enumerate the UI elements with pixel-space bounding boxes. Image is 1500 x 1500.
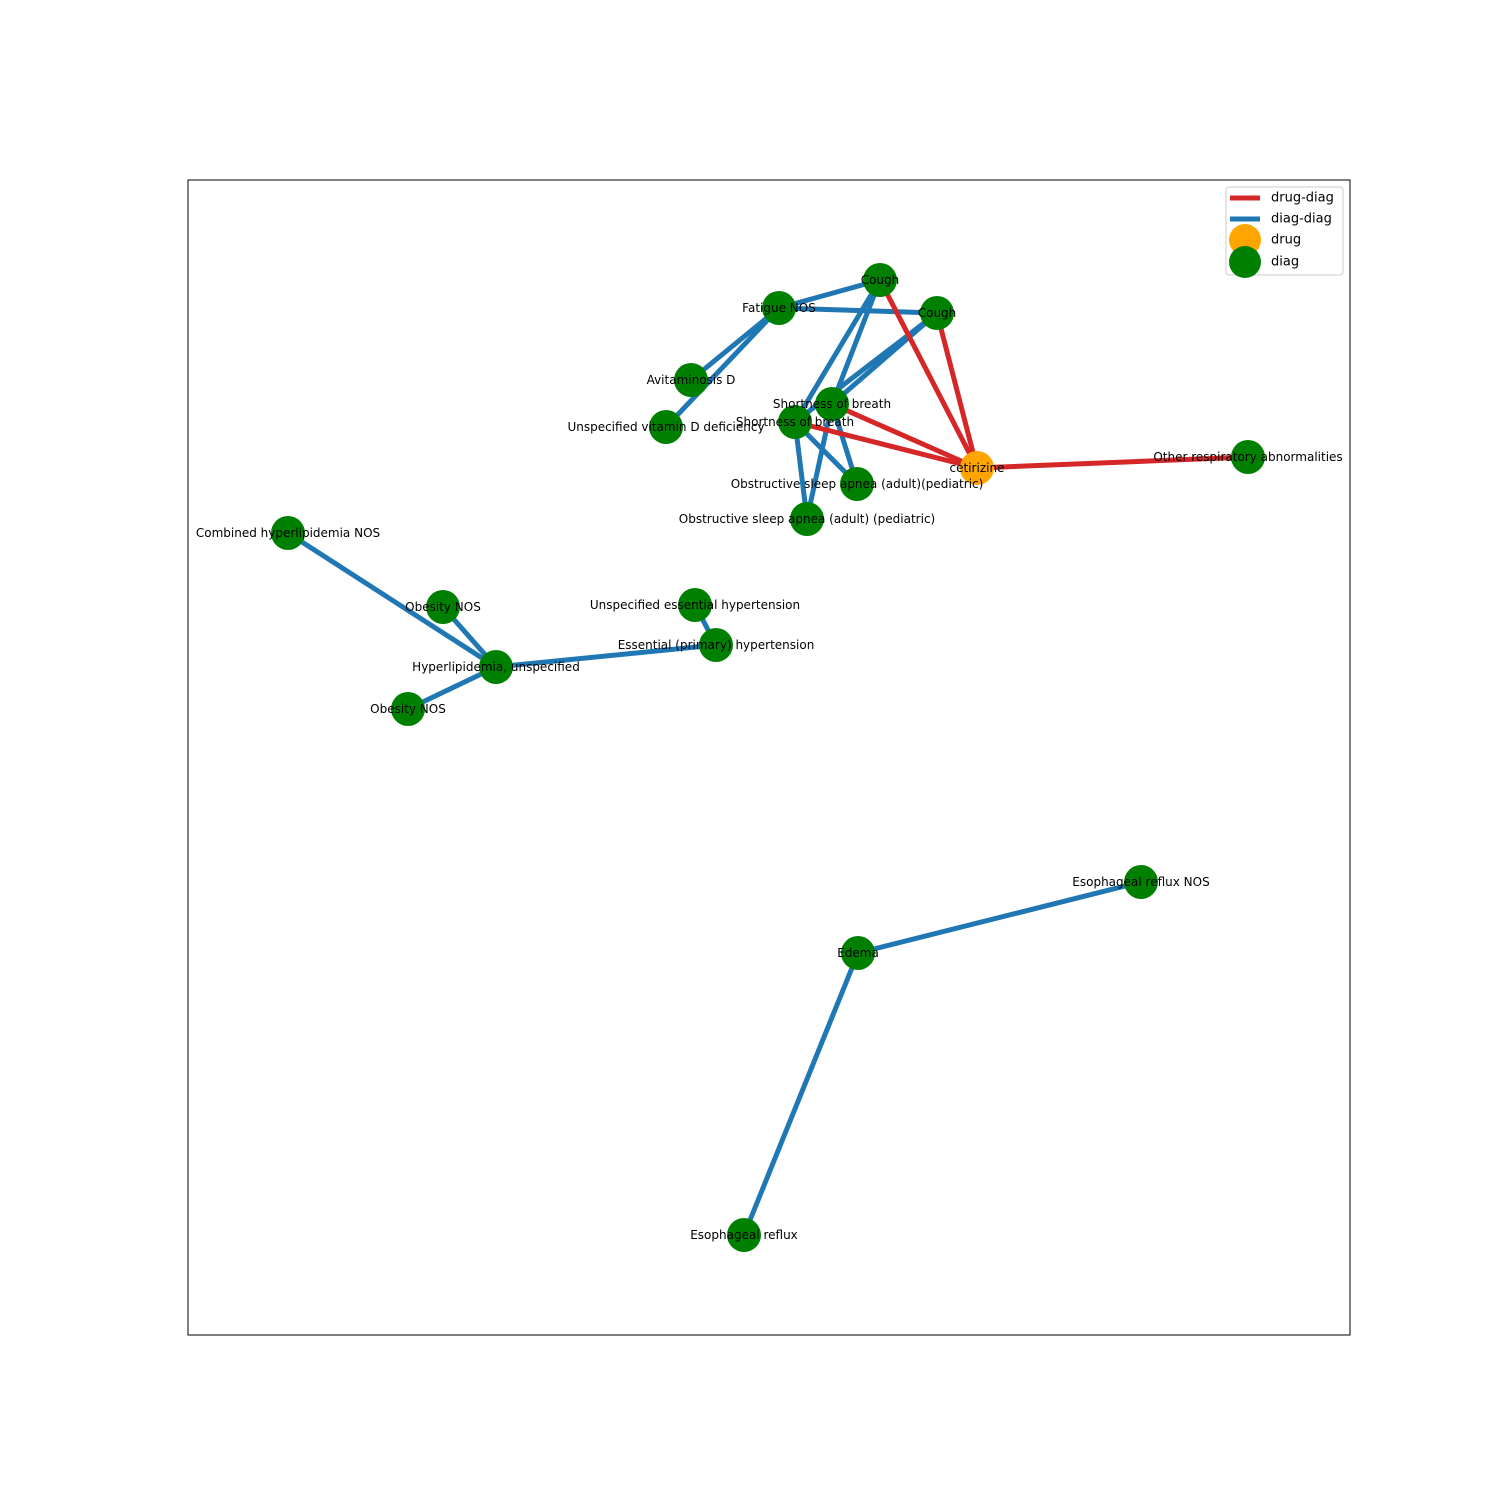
- node-osa1: [840, 467, 874, 501]
- edge-cetirizine-otherresp: [976, 454, 1249, 471]
- node-cetirizine: [960, 451, 994, 485]
- legend-label-drug-diag: drug-diag: [1271, 191, 1334, 206]
- node-label-esorefluxnos: Esophageal reflux NOS: [1072, 875, 1209, 889]
- node-label-cough1: Cough: [861, 273, 900, 287]
- legend: drug-diag diag-diag drug diag: [1225, 186, 1344, 278]
- edge-cough1-sob1: [829, 279, 883, 405]
- node-label-cough2: Cough: [918, 306, 957, 320]
- node-label-vitd: Unspecified vitamin D deficiency: [567, 420, 764, 434]
- node-label-osa1: Obstructive sleep apnea (adult)(pediatri…: [731, 477, 984, 491]
- node-label-hyperlip: Hyperlipidemia, unspecified: [412, 660, 580, 674]
- node-label-unsphtn: Unspecified essential hypertension: [590, 598, 800, 612]
- node-esorefluxnos: [1124, 865, 1158, 899]
- node-label-esoreflux: Esophageal reflux: [690, 1228, 798, 1242]
- node-fatigue: [762, 291, 796, 325]
- node-label-cetirizine: cetirizine: [950, 461, 1005, 475]
- node-label-otherresp: Other respiratory abnormalities: [1153, 450, 1342, 464]
- node-label-avitaminosis: Avitaminosis D: [647, 373, 736, 387]
- legend-label-diag: diag: [1271, 255, 1299, 270]
- node-label-fatigue: Fatigue NOS: [742, 301, 816, 315]
- node-label-sob2: Shortness of breath: [736, 415, 854, 429]
- node-label-osa2: Obstructive sleep apnea (adult) (pediatr…: [679, 512, 935, 526]
- node-cough2: [920, 296, 954, 330]
- edge-cough2-cetirizine: [934, 312, 980, 469]
- plot-frame: [187, 179, 1351, 1336]
- edge-edema-esoreflux: [741, 952, 861, 1236]
- edge-cough1-cetirizine: [877, 278, 980, 470]
- legend-label-diag-diag: diag-diag: [1271, 212, 1332, 227]
- node-osa2: [790, 502, 824, 536]
- node-esshtn: [699, 628, 733, 662]
- edge-sob2-cetirizine: [794, 419, 978, 471]
- node-obesity1: [426, 590, 460, 624]
- edge-edema-esorefluxnos: [857, 879, 1142, 956]
- node-edema: [841, 936, 875, 970]
- node-sob1: [815, 387, 849, 421]
- node-vitd: [649, 410, 683, 444]
- edge-cough1-sob2: [792, 278, 883, 424]
- legend-swatch-diag: [1229, 246, 1261, 278]
- node-combhyper: [271, 516, 305, 550]
- node-label-edema: Edema: [837, 946, 879, 960]
- node-obesity2: [391, 692, 425, 726]
- edge-sob1-cetirizine: [830, 401, 979, 471]
- node-label-obesity2: Obesity NOS: [370, 702, 446, 716]
- node-esoreflux: [727, 1218, 761, 1252]
- node-avitaminosis: [674, 363, 708, 397]
- edge-hyperlip-esshtn: [495, 642, 717, 670]
- node-cough1: [863, 263, 897, 297]
- edge-combhyper-hyperlip: [286, 530, 498, 670]
- legend-label-drug: drug: [1271, 233, 1301, 248]
- node-otherresp: [1231, 440, 1265, 474]
- edge-fatigue-cough2: [778, 305, 938, 316]
- node-hyperlip: [479, 650, 513, 684]
- node-unsphtn: [678, 588, 712, 622]
- edge-fatigue-vitd: [664, 306, 781, 429]
- node-sob2: [778, 405, 812, 439]
- node-label-sob1: Shortness of breath: [773, 397, 891, 411]
- node-label-combhyper: Combined hyperlipidemia NOS: [196, 526, 380, 540]
- nodes-layer: [271, 263, 1265, 1252]
- edge-cough1-fatigue: [778, 277, 881, 311]
- node-label-obesity1: Obesity NOS: [405, 600, 481, 614]
- edge-sob1-osa2: [804, 403, 835, 520]
- node-label-esshtn: Essential (primary) hypertension: [618, 638, 815, 652]
- legend-swatch-drug: [1229, 224, 1261, 256]
- labels-layer: Cough Cough Fatigue NOS Avitaminosis D Unspe…: [196, 273, 1343, 1242]
